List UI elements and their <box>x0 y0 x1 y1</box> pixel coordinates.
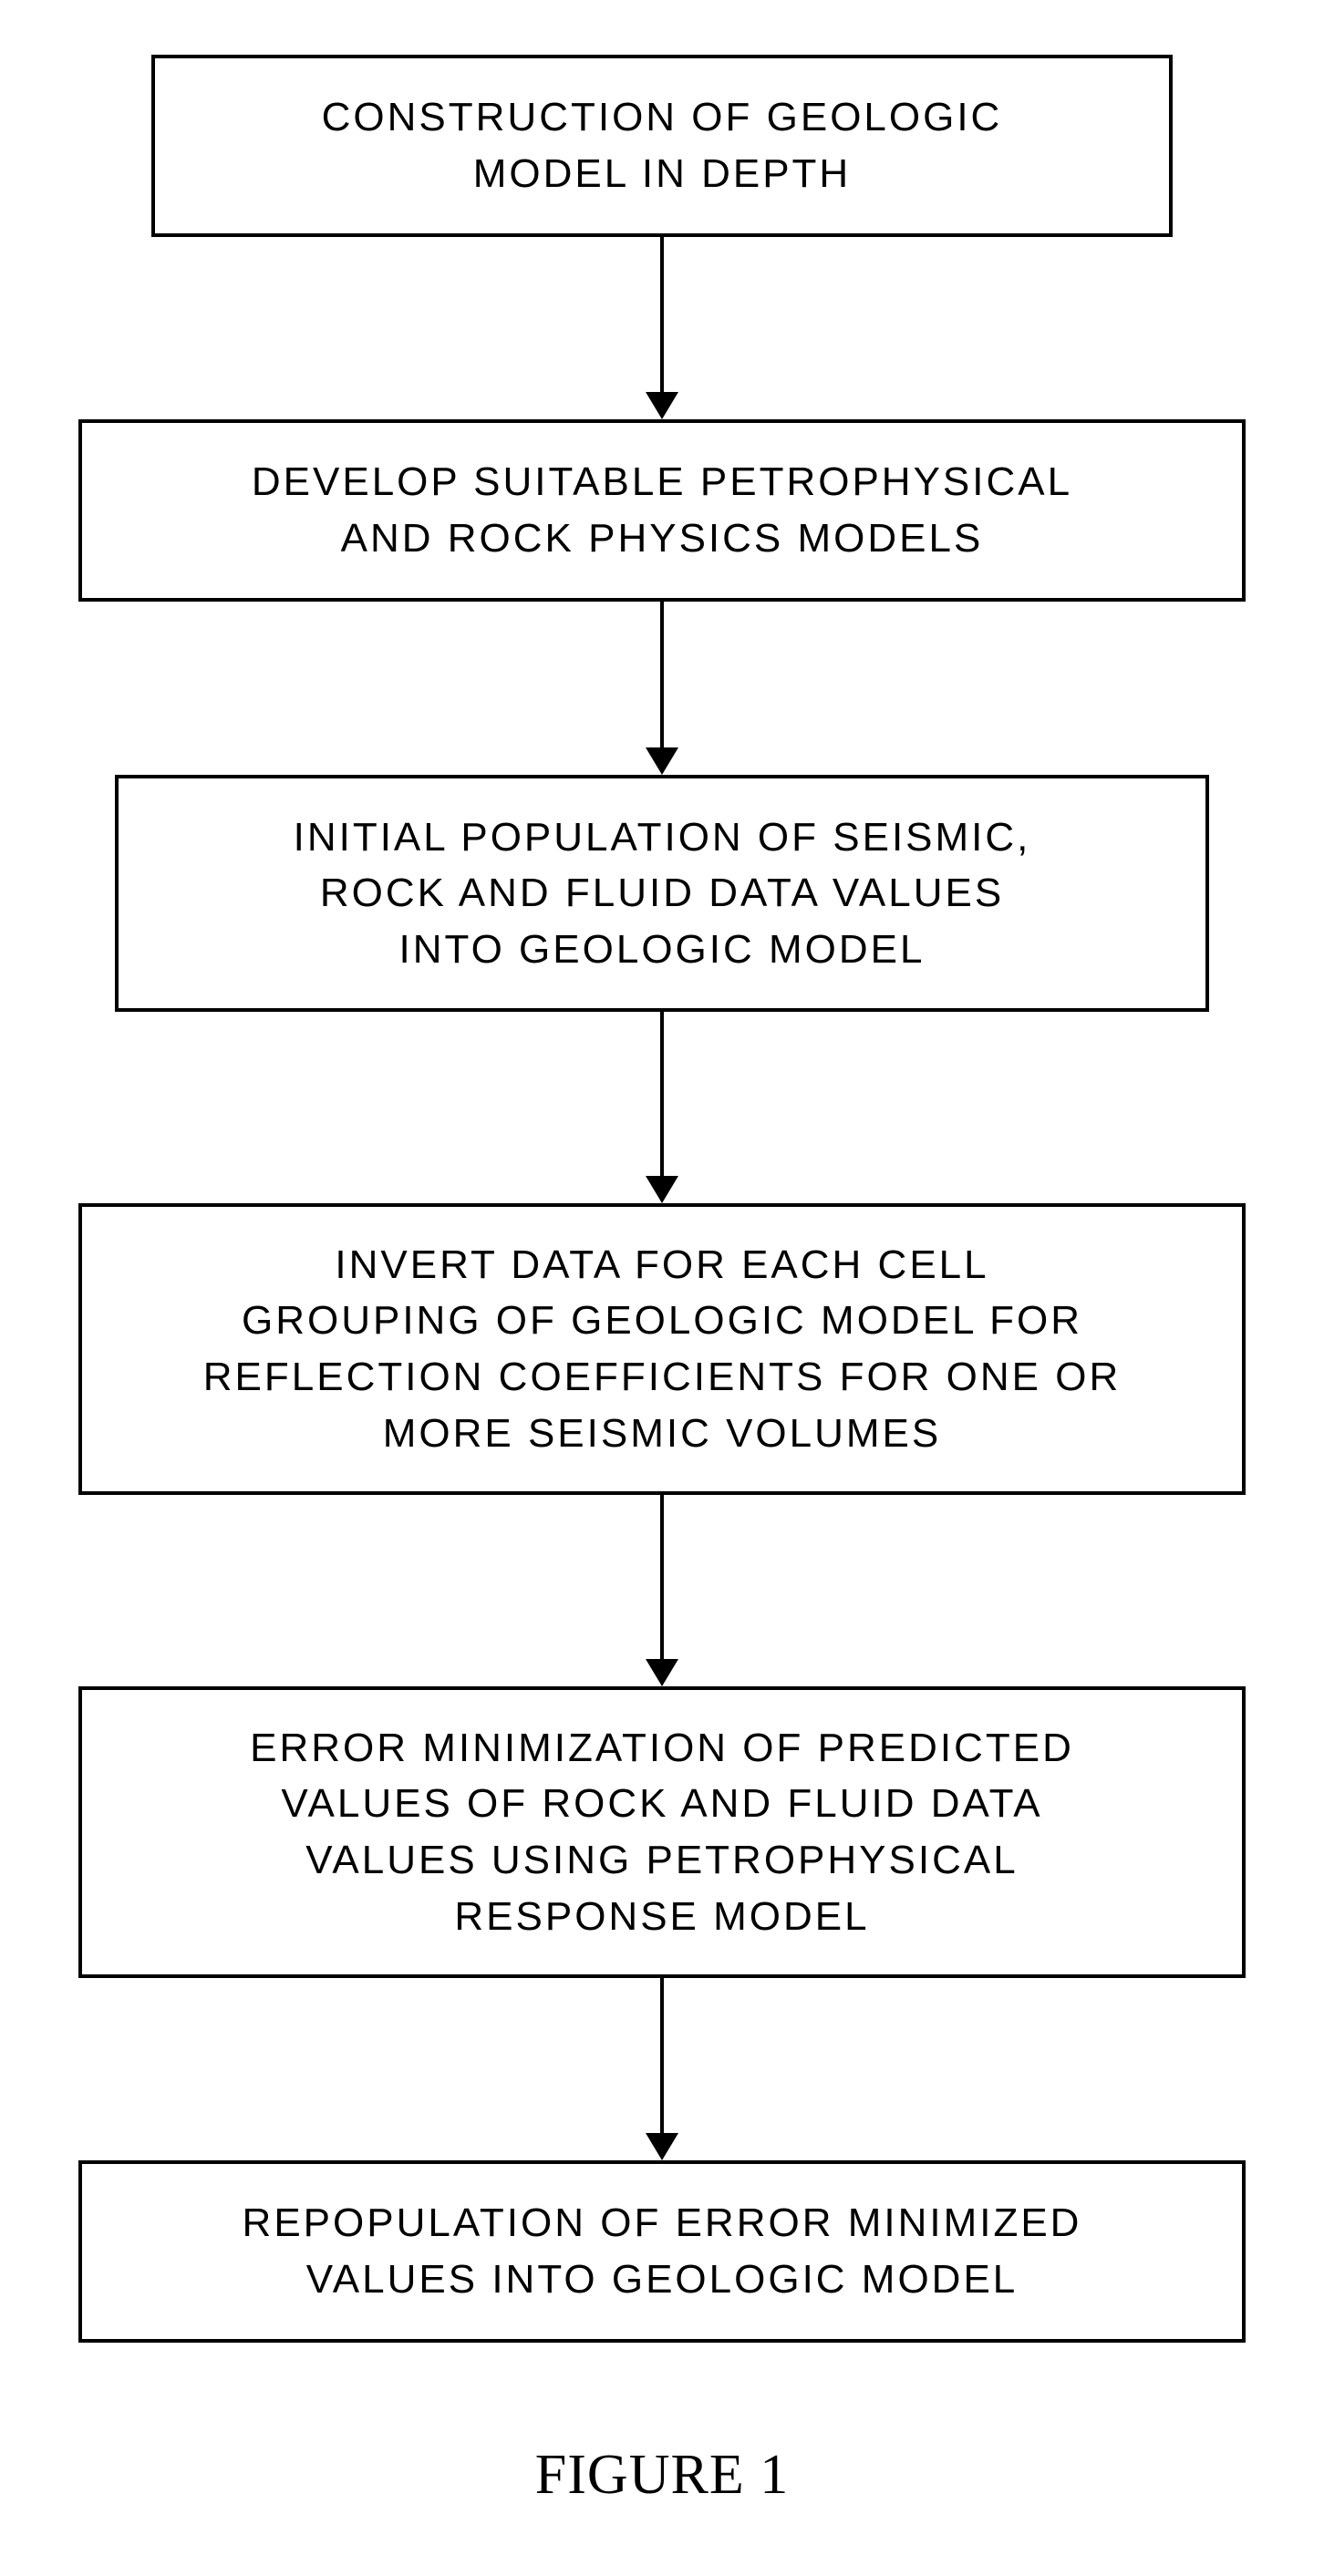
flowchart-node-n1: CONSTRUCTION OF GEOLOGIC MODEL IN DEPTH <box>151 55 1173 237</box>
flowchart-container: CONSTRUCTION OF GEOLOGIC MODEL IN DEPTH D… <box>78 55 1246 2343</box>
flowchart-arrow <box>646 1012 678 1203</box>
flowchart-node-n5: ERROR MINIMIZATION OF PREDICTED VALUES O… <box>78 1686 1246 1978</box>
flowchart-node-label: REPOPULATION OF ERROR MINIMIZED VALUES I… <box>243 2195 1082 2307</box>
arrow-line <box>660 1012 664 1176</box>
flowchart-node-n4: INVERT DATA FOR EACH CELL GROUPING OF GE… <box>78 1203 1246 1495</box>
arrow-head-icon <box>646 392 678 419</box>
flowchart-node-n2: DEVELOP SUITABLE PETROPHYSICAL AND ROCK … <box>78 419 1246 602</box>
arrow-head-icon <box>646 1176 678 1203</box>
flowchart-arrow <box>646 1978 678 2160</box>
arrow-head-icon <box>646 1659 678 1686</box>
flowchart-arrow <box>646 602 678 775</box>
arrow-head-icon <box>646 2133 678 2160</box>
flowchart-node-n3: INITIAL POPULATION OF SEISMIC, ROCK AND … <box>115 775 1209 1012</box>
flowchart-node-label: INVERT DATA FOR EACH CELL GROUPING OF GE… <box>203 1237 1122 1461</box>
flowchart-node-n6: REPOPULATION OF ERROR MINIMIZED VALUES I… <box>78 2160 1246 2343</box>
flowchart-node-label: ERROR MINIMIZATION OF PREDICTED VALUES O… <box>250 1720 1074 1944</box>
arrow-line <box>660 1495 664 1659</box>
arrow-line <box>660 602 664 747</box>
flowchart-arrow <box>646 1495 678 1686</box>
arrow-line <box>660 1978 664 2133</box>
flowchart-arrow <box>646 237 678 419</box>
flowchart-node-label: CONSTRUCTION OF GEOLOGIC MODEL IN DEPTH <box>322 89 1003 201</box>
arrow-line <box>660 237 664 392</box>
arrow-head-icon <box>646 747 678 775</box>
flowchart-node-label: INITIAL POPULATION OF SEISMIC, ROCK AND … <box>294 809 1031 978</box>
flowchart-node-label: DEVELOP SUITABLE PETROPHYSICAL AND ROCK … <box>252 454 1072 566</box>
figure-label: FIGURE 1 <box>535 2443 789 2508</box>
